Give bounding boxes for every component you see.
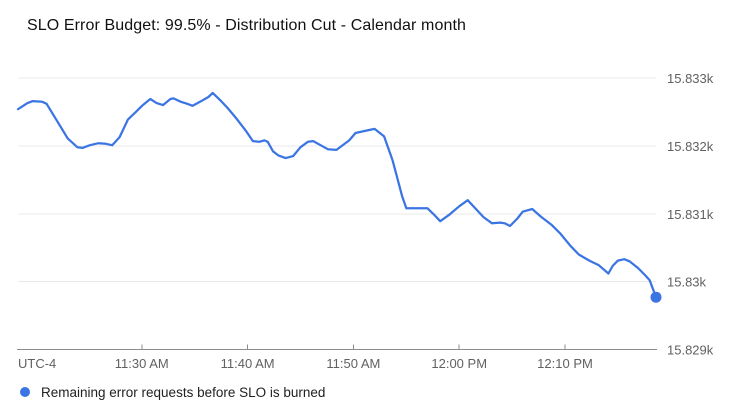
y-tick-label: 15.833k (667, 71, 714, 86)
legend: Remaining error requests before SLO is b… (20, 384, 325, 400)
y-tick-label: 15.83k (667, 275, 707, 290)
x-tick-label: 12:00 PM (431, 356, 487, 371)
x-tick-label: 11:50 AM (326, 356, 380, 371)
x-tick-label: 11:30 AM (115, 356, 169, 371)
y-tick-label: 15.831k (667, 207, 714, 222)
legend-series-label: Remaining error requests before SLO is b… (41, 384, 326, 400)
chart-title: SLO Error Budget: 99.5% - Distribution C… (27, 17, 466, 34)
utc-offset-label: UTC-4 (18, 356, 56, 371)
y-tick-label: 15.832k (667, 139, 714, 154)
series-endpoint-dot (650, 291, 662, 303)
x-tick-label: 11:40 AM (221, 356, 275, 371)
y-tick-label: 15.829k (667, 343, 714, 358)
series-line (16, 91, 658, 299)
x-tick-label: 12:10 PM (537, 356, 593, 371)
legend-series-dot-icon (20, 387, 30, 397)
